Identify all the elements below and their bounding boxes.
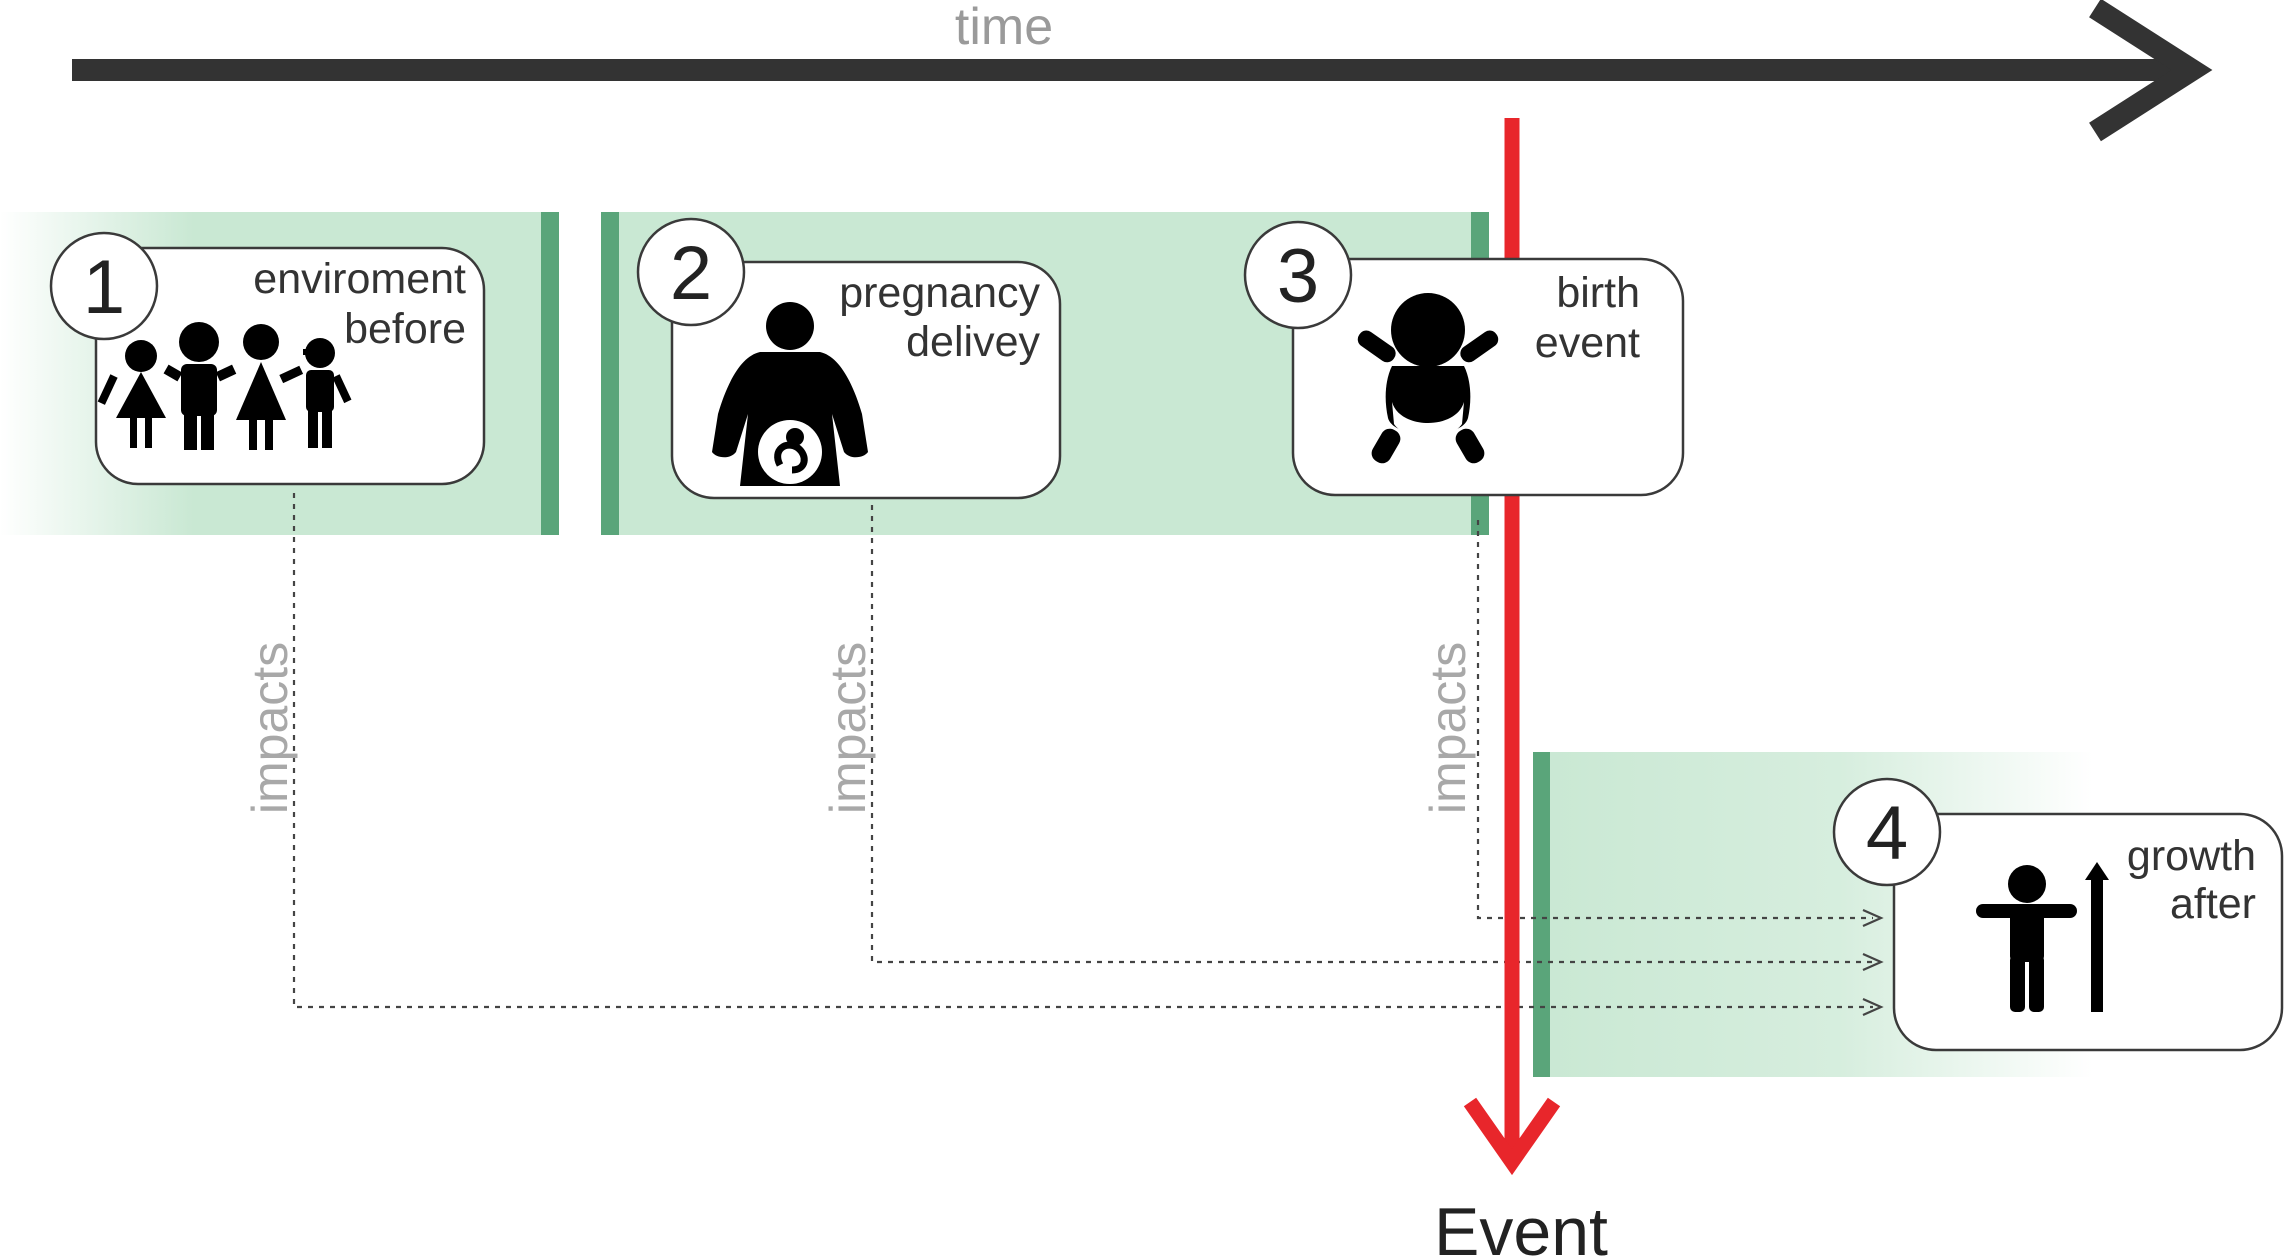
connector-3-arrowhead: [1862, 908, 1884, 928]
band-pregnancy-edge: [601, 212, 619, 535]
card-4-box: [1892, 812, 2284, 1052]
time-axis: time: [72, 0, 2213, 142]
card-1-line1: enviroment: [253, 255, 466, 303]
impact-connectors: impacts impacts impacts: [242, 493, 1884, 1017]
card-4-number-circle: [1832, 777, 1942, 887]
band-before-edge: [541, 212, 559, 535]
connector-3: [1476, 520, 1873, 920]
stage-card-4: growth after 4: [1832, 777, 2284, 1052]
card-1-number-circle: [49, 231, 159, 341]
stage-card-1: enviroment before 1: [49, 231, 486, 486]
card-3-number: 3: [1277, 234, 1319, 319]
card-3-line2: event: [1535, 319, 1640, 367]
baby-icon: [1357, 293, 1499, 464]
card-1-line2: before: [344, 305, 466, 353]
card-4-line2: after: [2170, 880, 2256, 928]
card-2-number: 2: [670, 231, 712, 316]
band-after-edge: [1533, 752, 1550, 1077]
connector-1-arrowhead: [1862, 997, 1884, 1017]
stage-card-2: pregnancy delivey 2: [636, 217, 1062, 500]
family-icon: [97, 322, 352, 450]
connector-2-arrowhead: [1862, 952, 1884, 972]
card-2-number-circle: [636, 217, 746, 327]
connector-2: [870, 505, 1873, 964]
stage-card-3: birth event 3: [1243, 220, 1685, 497]
event-label: Event: [1434, 1194, 1608, 1259]
impacts-label-3: impacts: [1420, 642, 1476, 814]
event-arrow-head: [1463, 1097, 1561, 1176]
card-3-line1: birth: [1556, 269, 1640, 317]
growing-child-icon: [1976, 862, 2109, 1012]
time-arrow-head: [2089, 0, 2213, 142]
impacts-label-1: impacts: [242, 642, 298, 814]
impacts-label-2: impacts: [820, 642, 876, 814]
pregnant-woman-icon: [712, 302, 868, 486]
connector-1: [292, 493, 1873, 1009]
card-1-number: 1: [83, 245, 125, 330]
card-4-number: 4: [1866, 791, 1908, 876]
card-3-number-circle: [1243, 220, 1353, 330]
time-label: time: [955, 0, 1053, 56]
card-4-line1: growth: [2127, 832, 2256, 880]
card-2-line1: pregnancy: [839, 269, 1040, 317]
card-2-line2: delivey: [906, 318, 1040, 366]
